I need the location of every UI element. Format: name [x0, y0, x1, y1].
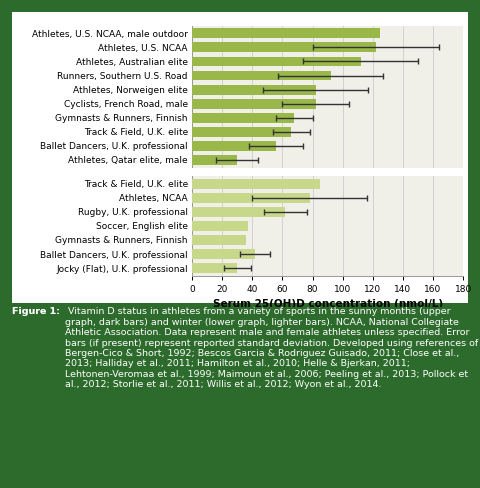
Bar [192, 28, 380, 38]
Text: Figure 1:: Figure 1: [12, 307, 60, 316]
Bar [192, 193, 310, 203]
Bar [192, 141, 276, 151]
Bar [192, 263, 237, 273]
Bar [192, 235, 246, 245]
Bar [192, 179, 320, 189]
Bar [192, 127, 291, 137]
Bar [192, 113, 294, 122]
Bar [192, 207, 286, 217]
Bar [192, 85, 315, 95]
Bar [192, 57, 361, 66]
Bar [192, 71, 331, 81]
X-axis label: Serum 25(OH)D concentration (nmol/L): Serum 25(OH)D concentration (nmol/L) [213, 299, 443, 309]
Bar [192, 221, 248, 231]
Text: Figure 1:: Figure 1: [12, 307, 60, 316]
Bar [192, 42, 376, 52]
Bar [192, 99, 315, 109]
Text: Figure 1:: Figure 1: [12, 307, 60, 316]
Bar [192, 249, 255, 259]
Text: Vitamin D status in athletes from a variety of sports in the sunny months (upper: Vitamin D status in athletes from a vari… [65, 307, 479, 389]
Bar [192, 155, 237, 165]
